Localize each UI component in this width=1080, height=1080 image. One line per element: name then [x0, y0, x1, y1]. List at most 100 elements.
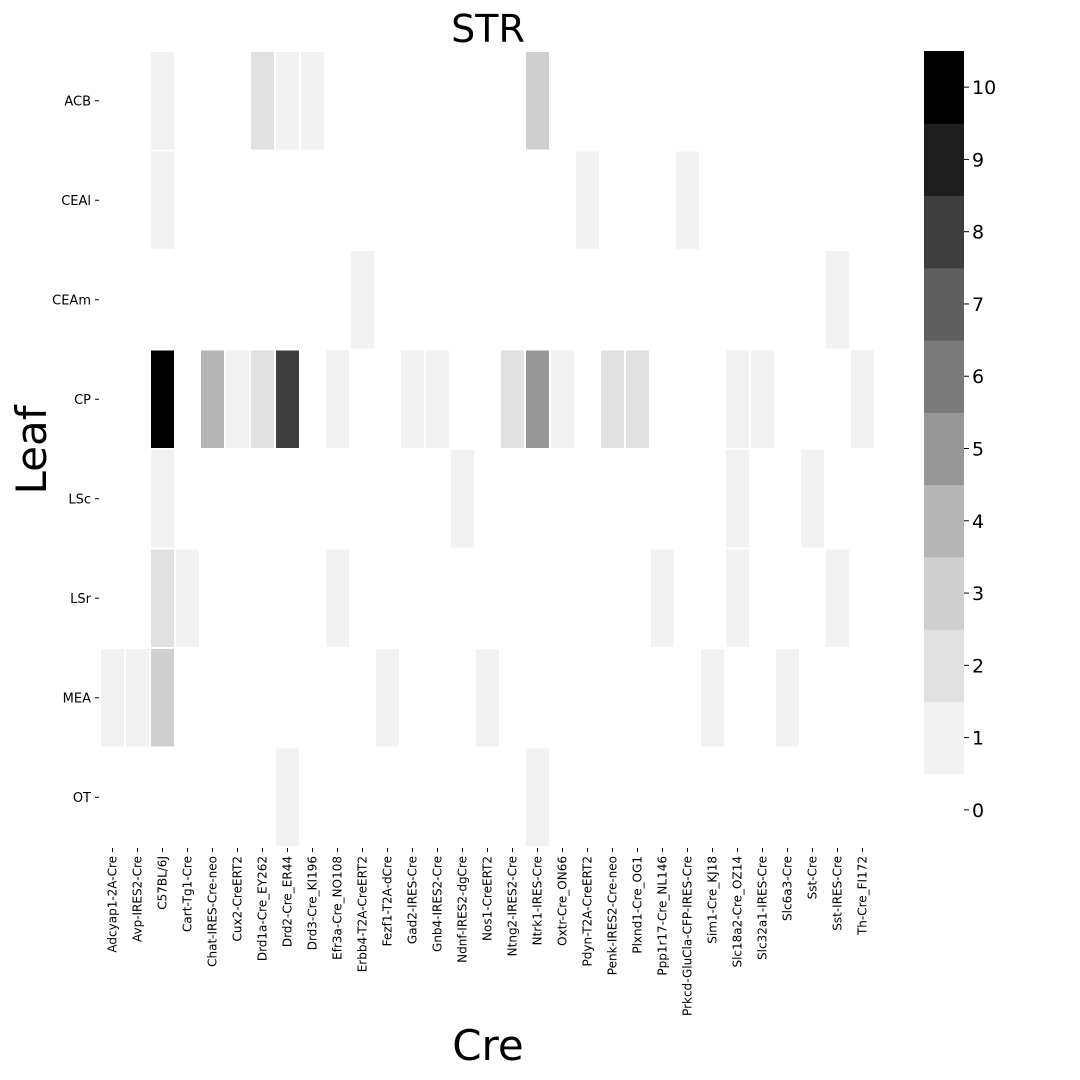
heatmap-cell [224, 348, 251, 450]
x-tick-label: Oxtr-Cre_ON66 [556, 856, 570, 946]
heatmap-cell [449, 448, 476, 550]
colorbar-bin [924, 556, 964, 630]
heatmap-cell [149, 448, 176, 550]
colorbar-bin [924, 267, 964, 341]
heatmap-cell [324, 348, 351, 450]
colorbar: 0 1 2 3 4 5 6 7 8 9 10 [924, 51, 996, 847]
heatmap-cell [324, 547, 351, 649]
x-tick-label: Slc6a3-Cre [781, 856, 795, 921]
heatmap-cell [724, 547, 751, 649]
colorbar-tick-label: 2 [972, 655, 984, 677]
heatmap-cell [724, 348, 751, 450]
colorbar-bin [924, 484, 964, 558]
heatmap-cell [274, 348, 301, 450]
colorbar-tick-label: 7 [972, 294, 984, 316]
heatmap-cell [349, 249, 376, 351]
y-tick-label: LSc [68, 492, 91, 507]
x-tick-label: Drd1a-Cre_EY262 [256, 856, 270, 961]
colorbar-bin [924, 701, 964, 775]
x-tick-label: Ppp1r17-Cre_NL146 [656, 856, 670, 976]
colorbar-bin [924, 773, 964, 847]
x-tick-label: Plxnd1-Cre_OG1 [631, 856, 645, 954]
heatmap-cell [474, 647, 501, 749]
colorbar-bin [924, 51, 964, 124]
x-tick-label: Th-Cre_FI172 [856, 856, 870, 936]
x-tick-label: Ndnf-IRES2-dgCre [456, 856, 470, 963]
heatmap-cell [274, 50, 301, 152]
x-tick-label: Ntng2-IRES2-Cre [506, 856, 520, 956]
heatmap-cell [599, 348, 626, 450]
colorbar-tick-label: 6 [972, 366, 984, 388]
colorbar-tick-label: 5 [972, 439, 984, 461]
x-tick-label: Slc32a1-IRES-Cre [756, 856, 770, 960]
colorbar-bin [924, 412, 964, 486]
chart-title: STR [451, 7, 525, 51]
y-tick-label: OT [73, 791, 91, 806]
heatmap-cell [149, 547, 176, 649]
x-tick-label: C57BL/6J [156, 856, 170, 910]
heatmap-cell [149, 647, 176, 749]
colorbar-tick-label: 4 [972, 511, 984, 533]
x-tick-label: Erbb4-T2A-CreERT2 [356, 856, 370, 972]
heatmap-cell [524, 348, 551, 450]
x-tick-label: Gnb4-IRES2-Cre [431, 856, 445, 952]
colorbar-tick-label: 9 [972, 149, 984, 171]
x-tick-label: Efr3a-Cre_NO108 [331, 856, 345, 960]
y-axis-ticks: ACB CEAl CEAm CP LSc LSr MEA OT [52, 94, 99, 806]
x-tick-label: Prkcd-GluCla-CFP-IRES-Cre [681, 856, 695, 1016]
heatmap-cell [699, 647, 726, 749]
x-tick-label: Pdyn-T2A-CreERT2 [581, 856, 595, 966]
colorbar-tick-label: 0 [972, 800, 984, 822]
heatmap-cell [149, 149, 176, 251]
heatmap-cell [624, 348, 651, 450]
x-tick-label: Chat-IRES-Cre-neo [206, 856, 220, 967]
x-tick-label: Ntrk1-IRES-Cre [531, 856, 545, 945]
heatmap-cell [499, 348, 526, 450]
heatmap-cell [249, 50, 276, 152]
x-tick-label: Adcyap1-2A-Cre [106, 856, 120, 953]
heatmap-cell [399, 348, 426, 450]
x-tick-label: Cux2-CreERT2 [231, 856, 245, 942]
x-axis-label: Cre [452, 1021, 524, 1070]
heatmap-cell [749, 348, 776, 450]
colorbar-bin [924, 629, 964, 702]
x-tick-label: Nos1-CreERT2 [481, 856, 495, 941]
heatmap-cell [524, 746, 551, 848]
colorbar-tick-label: 3 [972, 583, 984, 605]
heatmap-cell [199, 348, 226, 450]
x-axis-ticks: Adcyap1-2A-Cre Avp-IRES2-Cre C57BL/6J Cart-… [106, 848, 870, 1016]
colorbar-tick-label: 10 [972, 77, 996, 99]
y-tick-label: CP [74, 393, 91, 408]
x-tick-label: Sst-Cre [806, 856, 820, 899]
x-tick-label: Slc18a2-Cre_OZ14 [731, 856, 745, 968]
y-tick-label: ACB [64, 94, 91, 109]
heatmap-cell [274, 746, 301, 848]
heatmap-cell [524, 50, 551, 152]
y-tick-label: MEA [63, 691, 91, 706]
x-tick-label: Sim1-Cre_KJ18 [706, 856, 720, 944]
x-tick-label: Avp-IRES2-Cre [131, 856, 145, 942]
heatmap-cell [374, 647, 401, 749]
x-tick-label: Cart-Tg1-Cre [181, 856, 195, 932]
heatmap-cell [724, 448, 751, 550]
heatmap-cell [174, 547, 201, 649]
heatmap-cell [424, 348, 451, 450]
y-tick-label: CEAl [61, 194, 91, 209]
heatmap-cell [649, 547, 676, 649]
heatmap-cell [674, 149, 701, 251]
colorbar-bin [924, 195, 964, 269]
y-axis-label: Leaf [7, 404, 56, 494]
heatmap-cell [99, 647, 126, 749]
x-tick-label: Penk-IRES2-Cre-neo [606, 856, 620, 975]
heatmap-cell [799, 448, 826, 550]
heatmap-cell [149, 50, 176, 152]
x-tick-label: Fezf1-T2A-dCre [381, 856, 395, 946]
colorbar-bin [924, 340, 964, 413]
heatmap-cell [299, 50, 326, 152]
x-tick-label: Drd2-Cre_ER44 [281, 856, 295, 947]
heatmap-cell [149, 348, 176, 450]
colorbar-tick-label: 1 [972, 728, 984, 750]
heatmap-cell [774, 647, 801, 749]
heatmap-cell [574, 149, 601, 251]
